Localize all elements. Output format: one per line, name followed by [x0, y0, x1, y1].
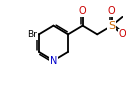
Text: S: S	[108, 21, 115, 31]
Text: O: O	[79, 6, 86, 16]
Text: Br: Br	[27, 30, 37, 39]
Text: O: O	[108, 6, 116, 16]
Text: N: N	[50, 56, 57, 66]
Text: O: O	[119, 29, 126, 39]
